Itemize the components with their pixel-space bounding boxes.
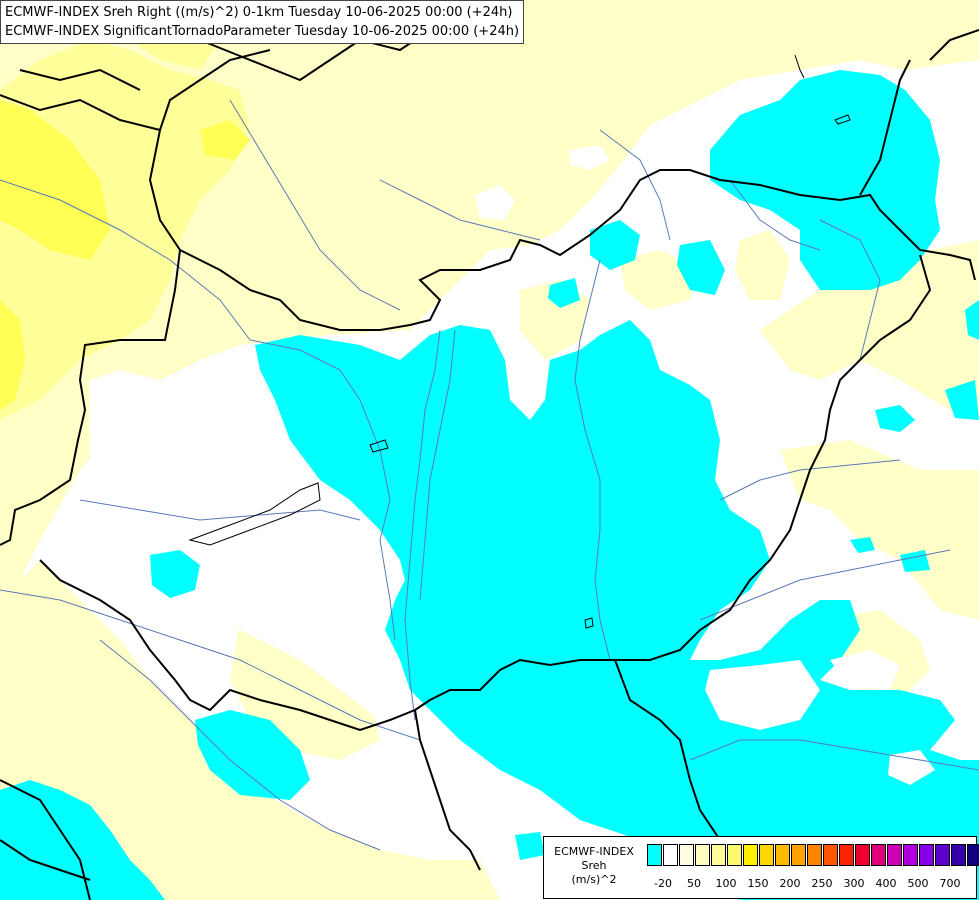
white-patches xyxy=(90,145,610,720)
legend-tick-label: 100 xyxy=(715,877,737,890)
legend-swatch xyxy=(711,844,726,866)
rivers xyxy=(0,99,979,851)
legend-swatch xyxy=(887,844,902,866)
legend-swatch xyxy=(839,844,854,866)
legend-label: ECMWF-INDEX Sreh (m/s)^2 xyxy=(550,845,638,887)
legend-tick-label: 50 xyxy=(687,877,701,890)
legend-swatch xyxy=(855,844,870,866)
cyan-holes xyxy=(705,650,935,785)
cyan-areas xyxy=(0,70,979,900)
map-title-box: ECMWF-INDEX Sreh Right ((m/s)^2) 0-1km T… xyxy=(0,0,525,44)
legend-tick-label: 700 xyxy=(939,877,961,890)
legend-swatch xyxy=(679,844,694,866)
legend-swatch xyxy=(807,844,822,866)
legend-swatch xyxy=(919,844,934,866)
legend-swatch xyxy=(727,844,742,866)
legend-unit: (m/s)^2 xyxy=(571,873,617,886)
legend-swatch xyxy=(967,844,979,866)
lakes xyxy=(188,54,851,629)
legend-tick-label: 250 xyxy=(811,877,833,890)
legend-swatch xyxy=(903,844,918,866)
legend-swatch xyxy=(663,844,678,866)
legend-swatch xyxy=(871,844,886,866)
legend-swatch xyxy=(743,844,758,866)
legend-swatch xyxy=(951,844,966,866)
legend-source: ECMWF-INDEX xyxy=(554,845,634,858)
map-title-sreh: ECMWF-INDEX Sreh Right ((m/s)^2) 0-1km T… xyxy=(5,5,513,20)
legend-swatch xyxy=(823,844,838,866)
map-title-stp: ECMWF-INDEX SignificantTornadoParameter … xyxy=(5,24,520,39)
legend-tick-label: 150 xyxy=(747,877,769,890)
legend-swatch xyxy=(759,844,774,866)
legend-tick-label: 300 xyxy=(843,877,865,890)
legend-tick-label: -20 xyxy=(654,877,672,890)
legend-parameter: Sreh xyxy=(581,859,607,872)
legend-swatch xyxy=(791,844,806,866)
legend-swatch xyxy=(935,844,950,866)
legend-swatch xyxy=(775,844,790,866)
legend-tick-label: 200 xyxy=(779,877,801,890)
legend-tick-label: 400 xyxy=(875,877,897,890)
color-legend: ECMWF-INDEX Sreh (m/s)^2 -20 50 100 150 200 2… xyxy=(543,836,979,899)
legend-swatch xyxy=(647,844,662,866)
legend-swatches xyxy=(647,844,979,866)
legend-swatch xyxy=(695,844,710,866)
legend-ticks: -20 50 100 150 200 250 300 400 500 700 xyxy=(647,877,975,891)
legend-tick-label: 500 xyxy=(907,877,929,890)
